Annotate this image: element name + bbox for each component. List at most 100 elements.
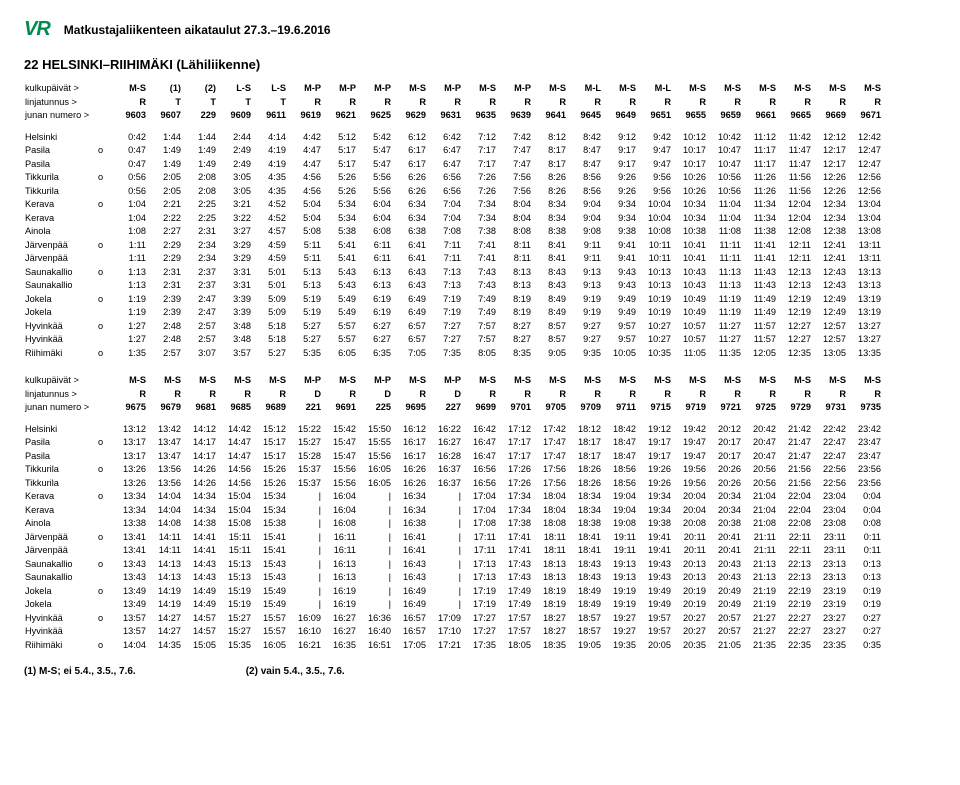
- stop-mark: [97, 158, 112, 172]
- time-cell: 9:26: [602, 171, 637, 185]
- header-cell: M-P: [427, 374, 462, 388]
- time-cell: 7:47: [497, 144, 532, 158]
- time-cell: 23:11: [812, 544, 847, 558]
- time-cell: 13:11: [847, 252, 882, 266]
- station-name: Tikkurila: [24, 463, 97, 477]
- time-cell: 16:35: [322, 639, 357, 653]
- time-cell: 9:47: [637, 144, 672, 158]
- time-cell: 11:43: [742, 266, 777, 280]
- time-cell: 15:04: [217, 504, 252, 518]
- header-cell: 9661: [742, 109, 777, 123]
- time-cell: 6:04: [357, 212, 392, 226]
- time-cell: 13:11: [847, 239, 882, 253]
- time-cell: 15:12: [252, 423, 287, 437]
- time-cell: 16:42: [462, 423, 497, 437]
- time-cell: |: [357, 558, 392, 572]
- time-cell: 3:57: [217, 347, 252, 361]
- time-cell: 19:13: [602, 571, 637, 585]
- time-cell: 5:17: [322, 158, 357, 172]
- header-cell: 9639: [497, 109, 532, 123]
- time-cell: 19:17: [637, 436, 672, 450]
- time-cell: 7:26: [462, 171, 497, 185]
- time-cell: 0:56: [112, 171, 147, 185]
- time-cell: 5:09: [252, 293, 287, 307]
- time-cell: 5:27: [252, 347, 287, 361]
- time-cell: 7:17: [462, 158, 497, 172]
- header-cell: 229: [182, 109, 217, 123]
- time-cell: 16:13: [322, 558, 357, 572]
- time-cell: 20:12: [707, 423, 742, 437]
- header-cell: 9731: [812, 401, 847, 415]
- header-cell: R: [112, 96, 147, 110]
- time-cell: 16:27: [322, 625, 357, 639]
- time-cell: 15:13: [217, 571, 252, 585]
- time-cell: 11:43: [742, 279, 777, 293]
- header-cell: R: [427, 96, 462, 110]
- time-cell: 7:08: [427, 225, 462, 239]
- header-cell: M-S: [672, 82, 707, 96]
- time-cell: 9:08: [567, 225, 602, 239]
- time-cell: 3:31: [217, 266, 252, 280]
- time-cell: 7:56: [497, 171, 532, 185]
- time-cell: 10:43: [672, 266, 707, 280]
- time-cell: 5:19: [287, 306, 322, 320]
- time-cell: 23:47: [847, 436, 882, 450]
- time-cell: 13:17: [112, 450, 147, 464]
- time-cell: 12:13: [777, 266, 812, 280]
- stop-mark: o: [97, 436, 112, 450]
- time-cell: 11:56: [777, 185, 812, 199]
- header-cell: 9705: [532, 401, 567, 415]
- header-cell: T: [182, 96, 217, 110]
- time-cell: |: [287, 490, 322, 504]
- timetable-row: Saunakallioo13:4314:1314:4315:1315:43|16…: [24, 558, 882, 572]
- time-cell: 9:19: [567, 306, 602, 320]
- time-cell: 5:12: [322, 131, 357, 145]
- time-cell: 17:11: [462, 531, 497, 545]
- time-cell: 9:13: [567, 266, 602, 280]
- time-cell: 6:26: [392, 185, 427, 199]
- time-cell: 2:34: [182, 252, 217, 266]
- time-cell: 13:49: [112, 598, 147, 612]
- time-cell: 16:28: [427, 450, 462, 464]
- time-cell: 5:04: [287, 198, 322, 212]
- time-cell: 16:47: [462, 436, 497, 450]
- stop-mark: [97, 625, 112, 639]
- header-cell: R: [532, 96, 567, 110]
- timetable-row: Ainola13:3814:0814:3815:0815:38|16:08|16…: [24, 517, 882, 531]
- time-cell: 13:04: [847, 198, 882, 212]
- time-cell: 8:43: [532, 266, 567, 280]
- time-cell: 11:57: [742, 320, 777, 334]
- header-cell: 9603: [112, 109, 147, 123]
- time-cell: 21:11: [742, 544, 777, 558]
- time-cell: 22:11: [777, 544, 812, 558]
- header-cell: 9671: [847, 109, 882, 123]
- time-cell: 6:17: [392, 158, 427, 172]
- time-cell: 8:26: [532, 171, 567, 185]
- time-cell: 14:13: [147, 571, 182, 585]
- time-cell: 5:17: [322, 144, 357, 158]
- time-cell: 17:19: [462, 598, 497, 612]
- stop-mark: [97, 306, 112, 320]
- time-cell: 15:38: [252, 517, 287, 531]
- time-cell: 6:11: [357, 239, 392, 253]
- time-cell: 15:04: [217, 490, 252, 504]
- time-cell: 10:17: [672, 144, 707, 158]
- time-cell: 19:05: [567, 639, 602, 653]
- stop-mark: o: [97, 490, 112, 504]
- time-cell: 10:11: [637, 239, 672, 253]
- header-cell: M-S: [812, 82, 847, 96]
- time-cell: 17:26: [497, 463, 532, 477]
- time-cell: 6:47: [427, 144, 462, 158]
- header-cell: R: [112, 388, 147, 402]
- header-cell: M-S: [497, 374, 532, 388]
- time-cell: 22:19: [777, 598, 812, 612]
- time-cell: |: [427, 571, 462, 585]
- time-cell: 9:17: [602, 158, 637, 172]
- header-label: kulkupäivät >: [24, 82, 97, 96]
- time-cell: 23:35: [812, 639, 847, 653]
- header-cell: R: [847, 388, 882, 402]
- time-cell: 15:42: [322, 423, 357, 437]
- time-cell: |: [287, 571, 322, 585]
- time-cell: 22:56: [812, 477, 847, 491]
- time-cell: 16:05: [357, 477, 392, 491]
